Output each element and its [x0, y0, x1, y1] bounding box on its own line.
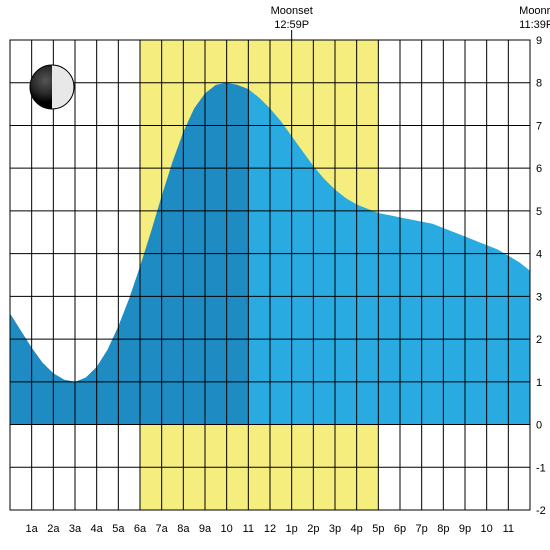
- x-tick-label: 12: [264, 523, 276, 535]
- y-tick-label: 8: [536, 78, 542, 90]
- x-tick-label: 4a: [91, 523, 104, 535]
- x-tick-label: 6p: [394, 523, 406, 535]
- x-tick-label: 7p: [416, 523, 428, 535]
- x-tick-label: 3a: [69, 523, 82, 535]
- x-tick-label: 11: [503, 523, 514, 535]
- x-tick-label: 8p: [437, 523, 449, 535]
- y-tick-label: -2: [536, 505, 546, 517]
- x-tick-label: 1a: [26, 523, 39, 535]
- moonset-time: 12:59P: [274, 19, 309, 31]
- y-tick-label: 5: [536, 206, 542, 218]
- x-tick-label: 2p: [307, 523, 319, 535]
- x-tick-label: 5a: [112, 523, 125, 535]
- tide-area-day: [248, 89, 530, 424]
- y-tick-label: 3: [536, 291, 542, 303]
- y-tick-label: 9: [536, 35, 542, 47]
- x-tick-label: 6a: [134, 523, 147, 535]
- x-tick-label: 10: [481, 523, 493, 535]
- tide-chart: -2-101234567891a2a3a4a5a6a7a8a9a1011121p…: [0, 0, 550, 550]
- moonset-label: Moonset: [271, 5, 313, 17]
- x-tick-label: 9a: [199, 523, 212, 535]
- moonrise-time: 11:39P: [519, 19, 550, 31]
- moon-phase-icon: [30, 65, 74, 109]
- x-tick-label: 3p: [329, 523, 341, 535]
- x-tick-label: 8a: [177, 523, 190, 535]
- moonrise-label: Moonris: [519, 5, 550, 17]
- y-tick-label: 7: [536, 120, 542, 132]
- x-tick-label: 11: [243, 523, 254, 535]
- chart-svg: -2-101234567891a2a3a4a5a6a7a8a9a1011121p…: [0, 0, 550, 550]
- y-tick-label: 0: [536, 420, 542, 432]
- x-tick-label: 9p: [459, 523, 471, 535]
- y-tick-label: 6: [536, 163, 542, 175]
- x-tick-label: 7a: [156, 523, 169, 535]
- x-tick-label: 4p: [351, 523, 363, 535]
- x-tick-label: 5p: [372, 523, 384, 535]
- x-tick-label: 10: [221, 523, 233, 535]
- x-tick-label: 2a: [47, 523, 60, 535]
- y-tick-label: 4: [536, 249, 542, 261]
- y-tick-label: 1: [536, 377, 542, 389]
- x-tick-label: 1p: [286, 523, 298, 535]
- y-tick-label: 2: [536, 334, 542, 346]
- y-tick-label: -1: [536, 462, 546, 474]
